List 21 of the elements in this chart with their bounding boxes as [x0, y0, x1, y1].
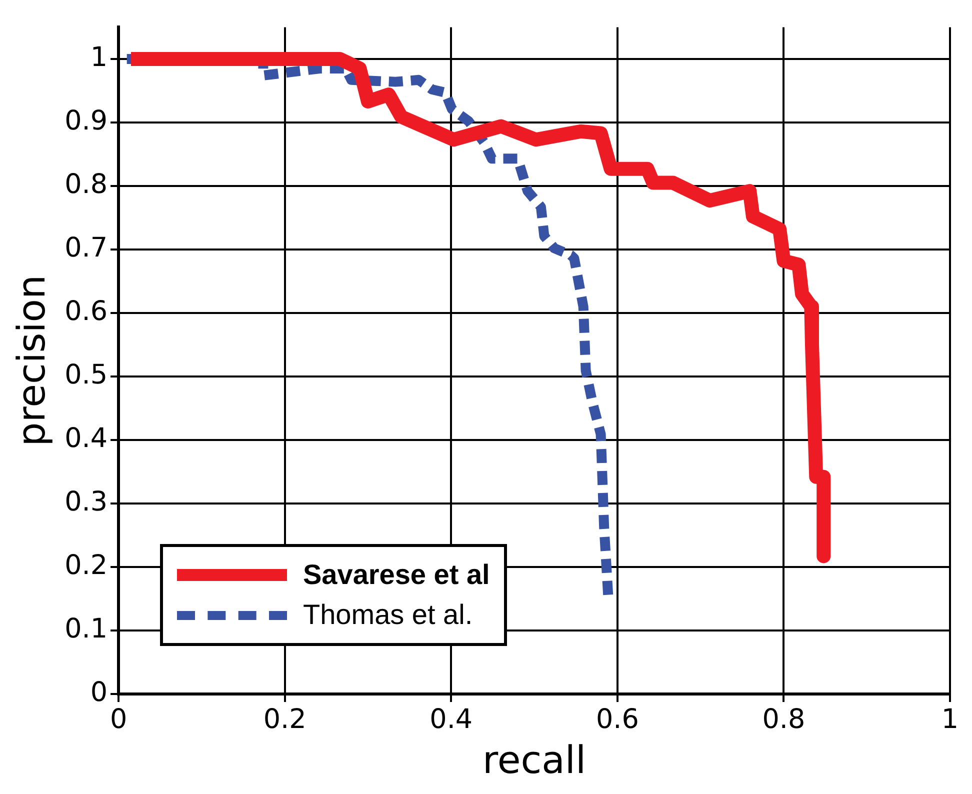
- legend-label: Thomas et al.: [303, 599, 473, 631]
- y-tick-label: 0.1: [64, 614, 108, 645]
- y-tick-label: 0.8: [64, 168, 108, 200]
- x-tick-label: 0.8: [762, 704, 806, 736]
- x-axis-title: recall: [482, 738, 586, 782]
- y-tick-label: 1: [90, 42, 108, 73]
- y-tick-label: 0.7: [64, 232, 108, 264]
- y-tick-label: 0.5: [64, 359, 108, 390]
- y-axis-title: precision: [10, 274, 54, 446]
- y-tick-label: 0.2: [64, 550, 108, 582]
- x-tick-label: 0: [110, 704, 128, 736]
- x-tick-label: 0.2: [263, 704, 306, 736]
- x-tick-label: 1: [941, 704, 959, 736]
- y-tick-label: 0.3: [64, 486, 108, 518]
- y-tick-label: 0: [90, 677, 108, 708]
- x-tick-label: 0.6: [596, 704, 639, 736]
- y-tick-label: 0.9: [64, 105, 108, 136]
- y-tick-label: 0.4: [64, 422, 108, 454]
- y-tick-label: 0.6: [64, 296, 108, 327]
- x-tick-label: 0.4: [430, 704, 473, 736]
- legend-label: Savarese et al: [303, 559, 490, 591]
